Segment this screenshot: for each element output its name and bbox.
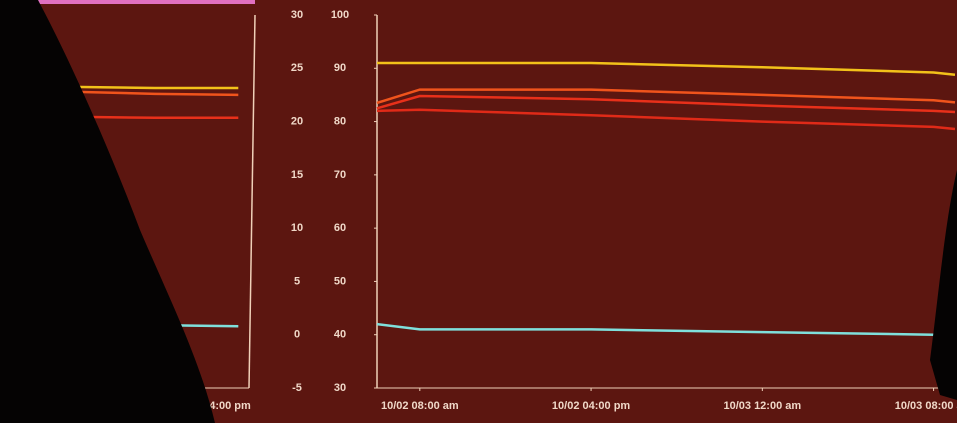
y2-tick-label: 20 (291, 115, 303, 127)
y2-tick-label: 10 (291, 222, 303, 234)
y2-tick-label: -5 (292, 382, 302, 394)
y2-tick-label: 0 (294, 329, 300, 341)
series-line (376, 88, 956, 105)
x-tick-label: 10/03 08:00 am (895, 400, 957, 412)
y-tick-label: 50 (334, 275, 346, 287)
series-line (377, 61, 956, 76)
x-tick-label: 4:00 pm (209, 400, 251, 412)
series-line (376, 94, 956, 114)
y2-tick-label: 30 (291, 9, 303, 21)
y2-tick-label: 15 (291, 169, 303, 181)
x-tick-label: 10/03 12:00 am (723, 400, 801, 412)
y2-tick-label: 5 (294, 275, 300, 287)
y-tick-label: 100 (331, 9, 349, 21)
x-tick-label: 10/02 04:00 pm (552, 400, 630, 412)
y-tick-label: 30 (334, 382, 346, 394)
series-line (71, 115, 239, 120)
y-tick-label: 60 (334, 222, 346, 234)
header-strip (0, 0, 255, 4)
series-line (71, 90, 239, 97)
y-tick-label: 70 (334, 169, 346, 181)
series-line (71, 85, 239, 90)
y-tick-label: 40 (334, 329, 346, 341)
x-tick-label: 10/02 08:00 am (381, 400, 459, 412)
y-tick-label: 80 (334, 115, 346, 127)
y2-tick-label: 25 (291, 62, 303, 74)
panel-border (248, 14, 256, 389)
series-line (376, 108, 956, 131)
silhouette-left (0, 0, 215, 423)
silhouette-right (930, 170, 957, 400)
y-tick-label: 90 (334, 62, 346, 74)
